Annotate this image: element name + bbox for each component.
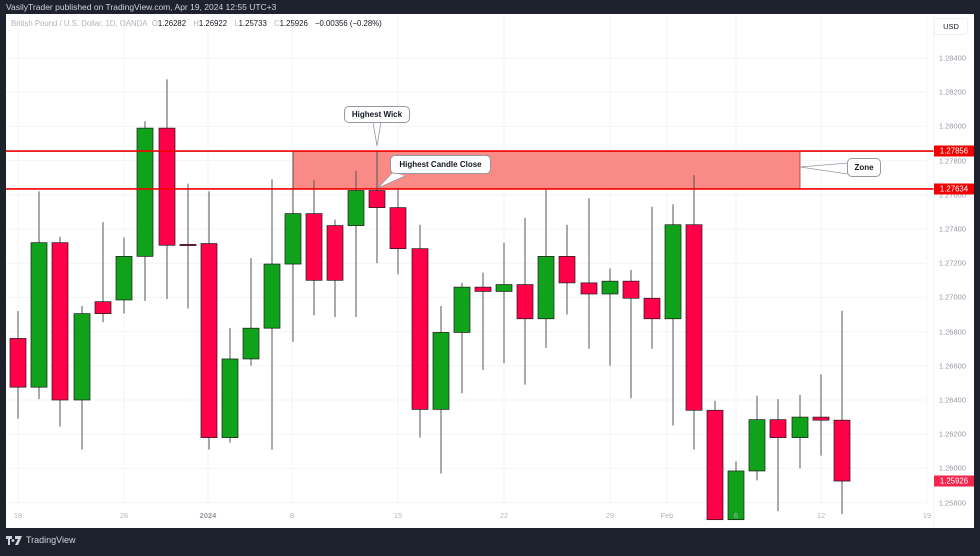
- highest-close-callout[interactable]: Highest Candle Close: [390, 155, 491, 174]
- price-axis-label: 1.27800: [938, 156, 966, 166]
- chart-panel[interactable]: British Pound / U.S. Dollar, 1D, OANDA O…: [6, 14, 974, 528]
- brand-label: TradingView: [26, 535, 76, 545]
- close-value: 1.25926: [279, 19, 308, 28]
- tradingview-brand[interactable]: TradingView: [6, 535, 76, 545]
- bearish-candle: [516, 284, 534, 320]
- price-axis-label: 1.26200: [938, 429, 966, 439]
- time-axis-label: 6: [733, 511, 739, 520]
- highest-wick-pointer: [372, 121, 382, 147]
- bullish-candle: [221, 358, 239, 438]
- highest-close-pointer: [377, 171, 406, 189]
- price-axis-label: 1.27200: [938, 258, 966, 268]
- bearish-candle: [685, 224, 703, 411]
- last-price-tag: 1.25926: [934, 475, 974, 487]
- time-axis-label: 12: [816, 511, 826, 520]
- price-axis-label: 1.26800: [938, 327, 966, 337]
- price-axis-label: 1.27000: [938, 292, 966, 302]
- tradingview-logo-icon: [6, 535, 22, 545]
- price-axis-label: 1.25800: [938, 498, 966, 508]
- footer-bar: TradingView: [0, 528, 980, 556]
- bearish-candle: [580, 282, 598, 295]
- bullish-candle: [284, 213, 302, 265]
- bearish-candle: [558, 256, 576, 284]
- bullish-candle: [347, 190, 365, 226]
- price-axis-label: 1.26000: [938, 463, 966, 473]
- bullish-candle: [263, 263, 281, 329]
- bearish-candle: [389, 207, 407, 250]
- symbol-title: British Pound / U.S. Dollar, 1D, OANDA: [11, 19, 148, 28]
- bearish-candle: [9, 338, 27, 388]
- candlestick-chart[interactable]: [6, 14, 974, 528]
- change-value: −0.00356 (−0.28%): [314, 19, 382, 28]
- zone-bottom-price-tag: 1.27634: [934, 183, 974, 195]
- bullish-candle: [791, 416, 809, 438]
- price-axis-label: 1.26400: [938, 395, 966, 405]
- time-axis-label: 18: [13, 511, 23, 520]
- zone-rectangle: [292, 150, 801, 190]
- zone-top-price-tag: 1.27856: [934, 145, 974, 157]
- bullish-candle: [30, 242, 48, 388]
- price-axis-label: 1.28200: [938, 87, 966, 97]
- bearish-candle: [326, 225, 344, 281]
- open-value: 1.26282: [157, 19, 187, 28]
- ohlc-legend: British Pound / U.S. Dollar, 1D, OANDA O…: [11, 19, 382, 28]
- bullish-candle: [453, 286, 471, 333]
- bearish-candle: [158, 127, 176, 246]
- time-axis-label: 15: [393, 511, 403, 520]
- price-axis-label: 1.27600: [938, 190, 966, 200]
- time-axis-label: 19: [922, 511, 932, 520]
- bullish-candle: [748, 419, 766, 472]
- bearish-candle: [51, 242, 69, 401]
- bearish-candle: [833, 419, 851, 482]
- zone-pointer: [799, 162, 849, 175]
- bullish-candle: [115, 256, 133, 301]
- currency-button[interactable]: USD: [934, 18, 968, 35]
- bullish-candle: [242, 327, 260, 360]
- price-axis-label: 1.28400: [938, 53, 966, 63]
- bullish-candle: [73, 313, 91, 401]
- bearish-candle: [200, 243, 218, 438]
- bearish-candle: [305, 213, 323, 281]
- bullish-candle: [495, 284, 513, 292]
- bearish-candle: [706, 409, 724, 521]
- price-axis-label: 1.27400: [938, 224, 966, 234]
- price-axis-label: 1.26600: [938, 361, 966, 371]
- price-axis-label: 1.28000: [938, 121, 966, 131]
- zone-callout[interactable]: Zone: [847, 158, 881, 177]
- publisher-bar: VasilyTrader published on TradingView.co…: [0, 0, 980, 14]
- low-value: 1.25733: [238, 19, 267, 28]
- time-axis-label: 22: [499, 511, 509, 520]
- bullish-candle: [727, 470, 745, 521]
- time-axis-label: 8: [289, 511, 295, 520]
- bullish-candle: [537, 256, 555, 320]
- bearish-candle: [368, 190, 386, 208]
- bearish-candle: [474, 286, 492, 292]
- high-value: 1.26922: [198, 19, 228, 28]
- time-axis-label: Feb: [660, 511, 674, 520]
- bearish-candle: [812, 416, 830, 421]
- bullish-candle: [664, 224, 682, 320]
- bearish-candle: [94, 301, 112, 314]
- bearish-candle: [179, 244, 197, 246]
- time-axis-label: 26: [119, 511, 129, 520]
- bullish-candle: [432, 332, 450, 410]
- bearish-candle: [622, 280, 640, 299]
- published-info: VasilyTrader published on TradingView.co…: [6, 2, 277, 12]
- bullish-candle: [136, 127, 154, 257]
- time-axis-label: 29: [605, 511, 615, 520]
- bearish-candle: [411, 248, 429, 410]
- bullish-candle: [601, 280, 619, 295]
- bearish-candle: [769, 419, 787, 438]
- bearish-candle: [643, 297, 661, 320]
- highest-wick-callout[interactable]: Highest Wick: [344, 106, 410, 123]
- time-axis-label: 2024: [199, 511, 217, 520]
